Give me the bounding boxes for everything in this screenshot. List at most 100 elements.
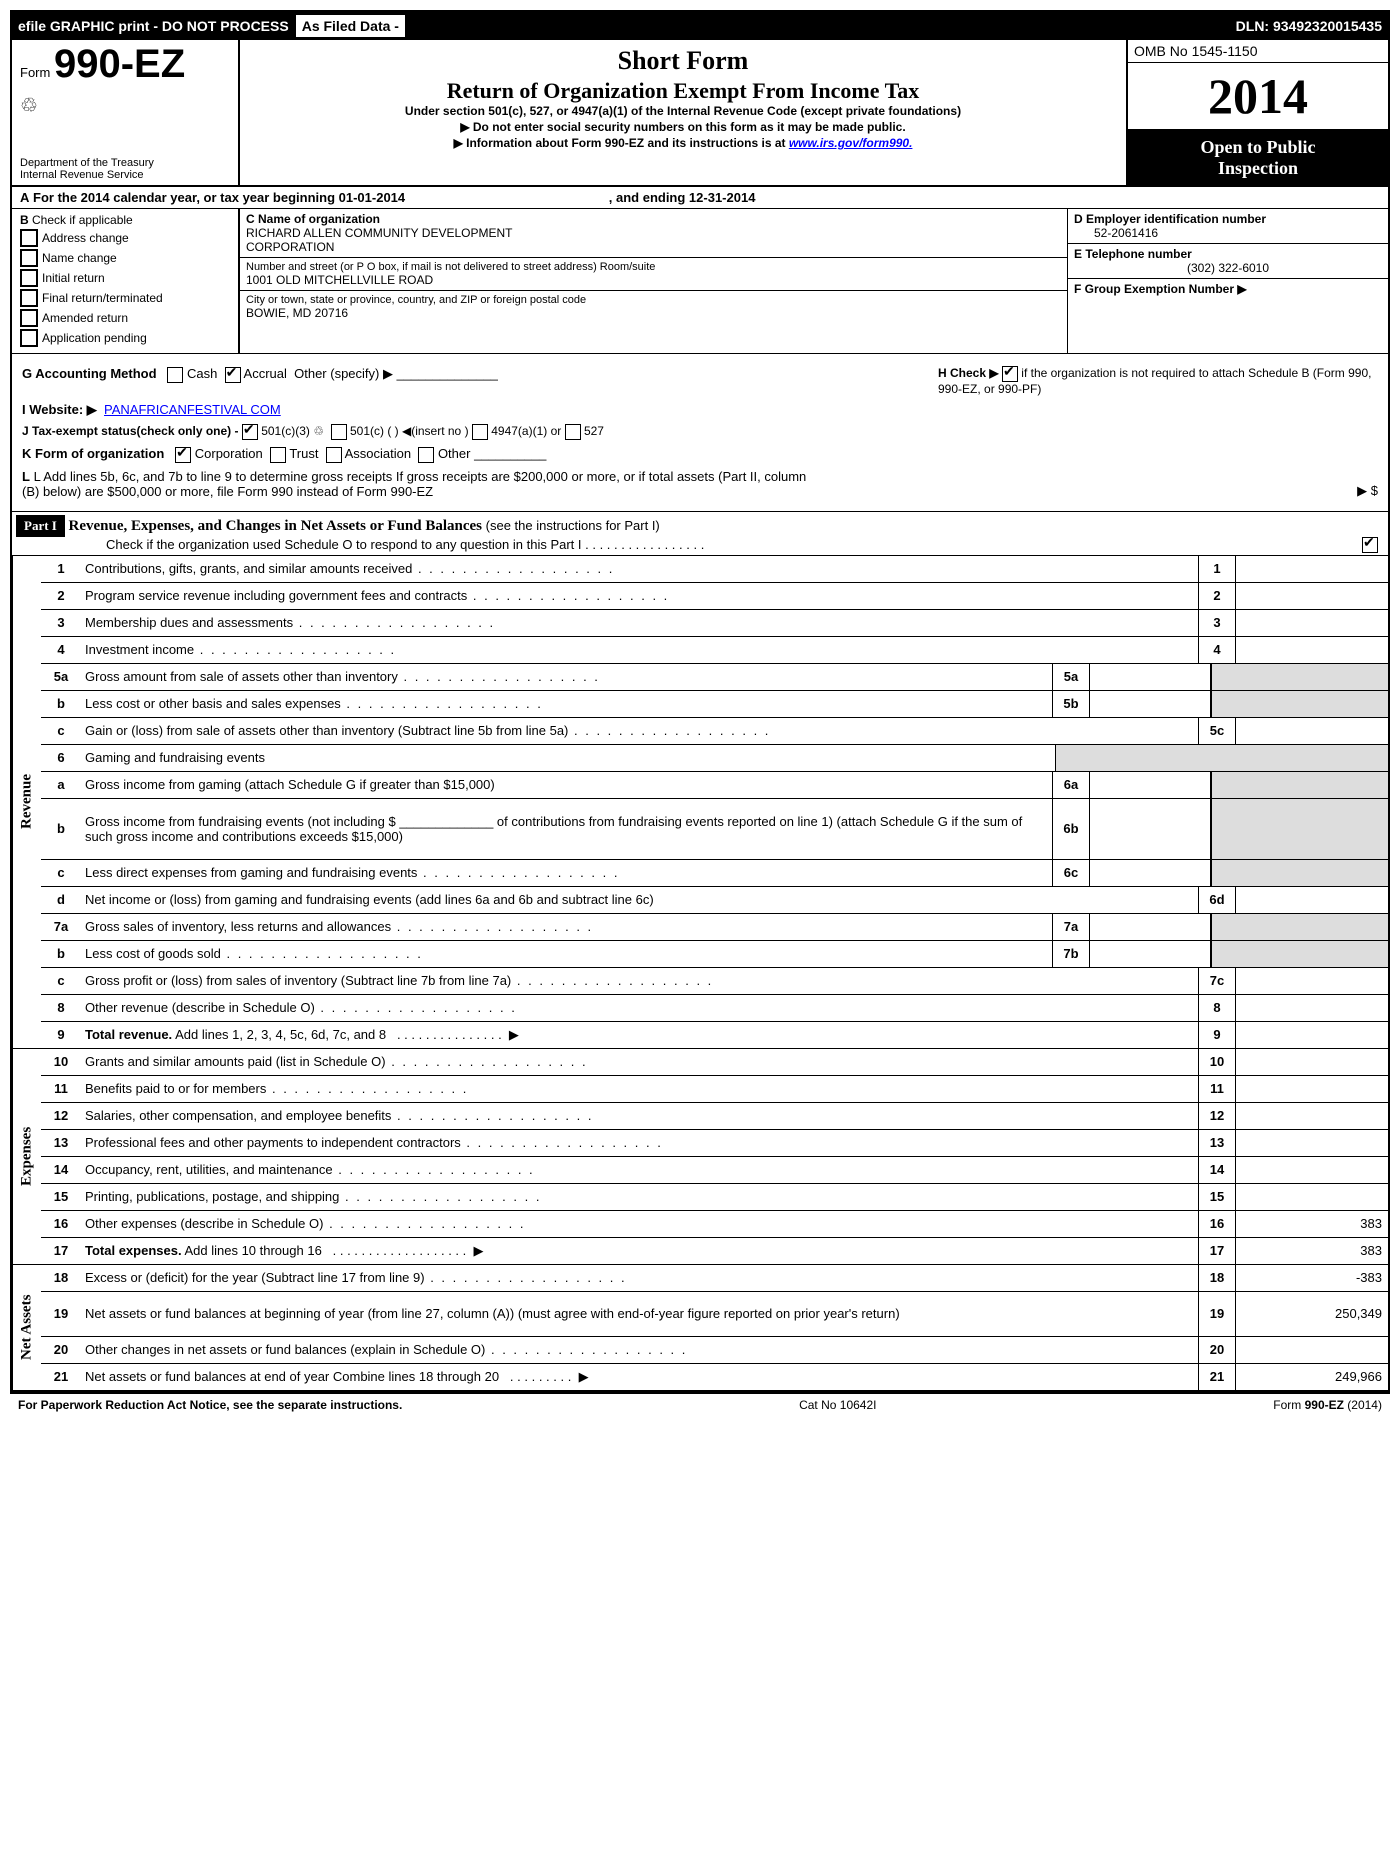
cb-k-other[interactable]: [418, 447, 434, 463]
lbl-corp: Corporation: [195, 446, 263, 461]
ln4-desc: Investment income: [81, 639, 1198, 660]
ln8-rv: [1235, 995, 1388, 1021]
part1-header-row: Part I Revenue, Expenses, and Changes in…: [12, 512, 1388, 556]
footer-left: For Paperwork Reduction Act Notice, see …: [18, 1398, 402, 1412]
ln3-rv: [1235, 610, 1388, 636]
cb-amended-return[interactable]: [20, 309, 38, 327]
ln7a-desc: Gross sales of inventory, less returns a…: [81, 916, 1052, 937]
lbl-assoc: Association: [345, 446, 411, 461]
city-value: BOWIE, MD 20716: [246, 306, 1061, 320]
dept-treasury: Department of the Treasury: [20, 157, 230, 169]
return-title: Return of Organization Exempt From Incom…: [250, 78, 1116, 104]
col-c: C Name of organization RICHARD ALLEN COM…: [238, 209, 1068, 353]
ln7b-sv: [1090, 941, 1211, 967]
header-right: OMB No 1545-1150 2014 Open to Public Ins…: [1126, 40, 1388, 185]
ln18-rn: 18: [1198, 1265, 1235, 1291]
ln5a-desc: Gross amount from sale of assets other t…: [81, 666, 1052, 687]
ln7c-rn: 7c: [1198, 968, 1235, 994]
ssn-warning: ▶ Do not enter social security numbers o…: [250, 120, 1116, 134]
ln6a-sv: [1090, 772, 1211, 798]
lbl-527: 527: [581, 424, 604, 438]
lbl-final-return: Final return/terminated: [42, 291, 163, 305]
ln6a-blank: [1211, 772, 1388, 798]
cb-4947[interactable]: [472, 424, 488, 440]
netassets-section: Net Assets 18Excess or (deficit) for the…: [12, 1265, 1388, 1392]
cb-final-return[interactable]: [20, 289, 38, 307]
ln9-desc: Total revenue. Add lines 1, 2, 3, 4, 5c,…: [81, 1024, 1198, 1046]
cb-501c3[interactable]: [242, 424, 258, 440]
side-netassets: Net Assets: [12, 1265, 41, 1390]
ln6b-desc: Gross income from fundraising events (no…: [81, 811, 1052, 847]
cb-application-pending[interactable]: [20, 329, 38, 347]
ln1-desc: Contributions, gifts, grants, and simila…: [81, 558, 1198, 579]
ln8-desc: Other revenue (describe in Schedule O): [81, 997, 1198, 1018]
phone-value: (302) 322-6010: [1074, 261, 1382, 275]
ln6d-desc: Net income or (loss) from gaming and fun…: [81, 889, 1198, 910]
revenue-section: Revenue 1Contributions, gifts, grants, a…: [12, 556, 1388, 1049]
recycle-icon: ♲: [20, 93, 230, 118]
col-d: D Employer identification number 52-2061…: [1068, 209, 1388, 353]
l-text2: (B) below) are $500,000 or more, file Fo…: [22, 484, 433, 499]
info-link-line: ▶ Information about Form 990-EZ and its …: [250, 136, 1116, 150]
cb-trust[interactable]: [270, 447, 286, 463]
ln6a-desc: Gross income from gaming (attach Schedul…: [81, 774, 1052, 795]
ln17-num: 17: [41, 1240, 81, 1261]
ln3-rn: 3: [1198, 610, 1235, 636]
efile-label: efile GRAPHIC print - DO NOT PROCESS: [12, 15, 295, 37]
ln6d-rn: 6d: [1198, 887, 1235, 913]
lbl-cash: Cash: [187, 366, 217, 381]
ln7a-sn: 7a: [1052, 914, 1090, 940]
ln20-num: 20: [41, 1339, 81, 1360]
ln19-num: 19: [41, 1303, 81, 1324]
cb-name-change[interactable]: [20, 249, 38, 267]
ln5b-sn: 5b: [1052, 691, 1090, 717]
cb-address-change[interactable]: [20, 229, 38, 247]
ln15-rn: 15: [1198, 1184, 1235, 1210]
top-bar: efile GRAPHIC print - DO NOT PROCESS As …: [12, 12, 1388, 40]
ln16-rv: 383: [1235, 1211, 1388, 1237]
ln5b-num: b: [41, 693, 81, 714]
ln11-rv: [1235, 1076, 1388, 1102]
label-h: H Check ▶: [938, 366, 999, 380]
ln3-num: 3: [41, 612, 81, 633]
cb-h[interactable]: [1002, 366, 1018, 382]
irs-link[interactable]: www.irs.gov/form990.: [789, 136, 913, 150]
cb-corp[interactable]: [175, 447, 191, 463]
cb-501c[interactable]: [331, 424, 347, 440]
footer-right: Form 990-EZ (2014): [1273, 1398, 1382, 1412]
ln16-num: 16: [41, 1213, 81, 1234]
lbl-accrual: Accrual: [244, 366, 287, 381]
col-b: B Check if applicable Address change Nam…: [12, 209, 238, 353]
label-j: J Tax-exempt status(check only one) -: [22, 424, 239, 438]
ln13-num: 13: [41, 1132, 81, 1153]
cb-accrual[interactable]: [225, 367, 241, 383]
lbl-501c: 501(c) ( ) ◀(insert no ): [347, 424, 469, 438]
cb-initial-return[interactable]: [20, 269, 38, 287]
ln21-text: Net assets or fund balances at end of ye…: [85, 1369, 499, 1384]
cb-assoc[interactable]: [326, 447, 342, 463]
open-line2: Inspection: [1132, 158, 1384, 179]
cb-part1-scho[interactable]: [1362, 537, 1378, 553]
ln7c-rv: [1235, 968, 1388, 994]
ln15-num: 15: [41, 1186, 81, 1207]
cb-527[interactable]: [565, 424, 581, 440]
org-name-2: CORPORATION: [246, 240, 1061, 254]
form-container: efile GRAPHIC print - DO NOT PROCESS As …: [10, 10, 1390, 1394]
website-link[interactable]: PANAFRICANFESTIVAL COM: [104, 402, 281, 417]
ln7c-desc: Gross profit or (loss) from sales of inv…: [81, 970, 1198, 991]
ln11-num: 11: [41, 1078, 81, 1099]
lbl-amended-return: Amended return: [42, 311, 128, 325]
ln5c-rv: [1235, 718, 1388, 744]
ln8-num: 8: [41, 997, 81, 1018]
ln9-arrow: ▶: [509, 1027, 519, 1042]
ln11-desc: Benefits paid to or for members: [81, 1078, 1198, 1099]
dept-irs: Internal Revenue Service: [20, 169, 230, 181]
ln6b-blank: [1211, 799, 1388, 859]
ln7b-blank: [1211, 941, 1388, 967]
ln5a-num: 5a: [41, 666, 81, 687]
ln6a-num: a: [41, 774, 81, 795]
cb-cash[interactable]: [167, 367, 183, 383]
ln6b-sv: [1090, 799, 1211, 859]
ln12-rv: [1235, 1103, 1388, 1129]
ln7b-num: b: [41, 943, 81, 964]
